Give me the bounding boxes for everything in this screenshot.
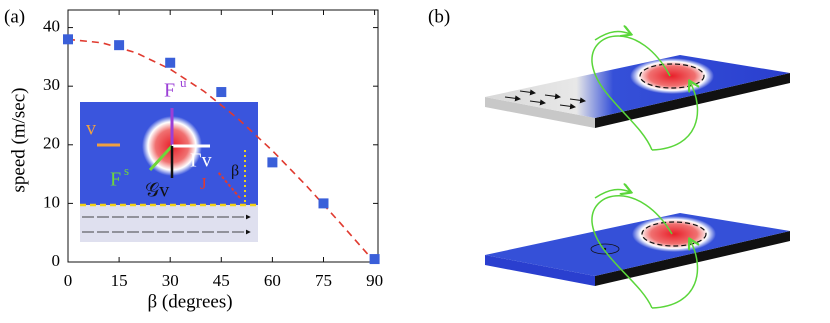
point bbox=[165, 57, 176, 68]
x-tick-label: 0 bbox=[64, 271, 73, 290]
inset-label: u bbox=[180, 75, 187, 90]
plot-frame bbox=[67, 9, 379, 263]
x-axis-label: β (degrees) bbox=[147, 291, 232, 312]
inset-label: F bbox=[164, 80, 175, 102]
y-tick-label: 0 bbox=[52, 251, 61, 270]
point bbox=[318, 198, 329, 209]
panel-label: (a) bbox=[4, 6, 25, 27]
x-tick-label: 15 bbox=[111, 271, 128, 290]
point bbox=[114, 40, 125, 51]
point bbox=[369, 254, 380, 265]
y-axis-label: speed (m/sec) bbox=[8, 88, 29, 193]
x-tick-label: 75 bbox=[315, 271, 332, 290]
inset-label: v bbox=[86, 118, 96, 140]
inset-label: F bbox=[110, 169, 121, 191]
y-tick-label: 10 bbox=[43, 192, 60, 211]
point bbox=[216, 87, 227, 98]
inset-label: Γv bbox=[190, 150, 212, 172]
y-tick-label: 20 bbox=[43, 134, 60, 153]
x-tick-label: 45 bbox=[213, 271, 230, 290]
x-tick-label: 90 bbox=[366, 271, 383, 290]
y-tick-label: 30 bbox=[43, 75, 60, 94]
inset-label: J bbox=[200, 174, 207, 193]
x-tick-label: 30 bbox=[162, 271, 179, 290]
point bbox=[267, 157, 278, 168]
inset-label: s bbox=[124, 163, 129, 178]
point bbox=[63, 34, 73, 45]
inset bbox=[80, 102, 258, 242]
panel-label: (b) bbox=[428, 6, 450, 27]
inset-label: β bbox=[231, 163, 239, 180]
inset-labels: F u v Γv F s 𝒢v J β bbox=[86, 75, 239, 202]
inset-label: 𝒢v bbox=[145, 180, 169, 202]
slab-top bbox=[485, 32, 790, 151]
slab-bottom bbox=[485, 190, 790, 309]
y-tick-label: 40 bbox=[43, 16, 60, 35]
x-tick-label: 60 bbox=[264, 271, 281, 290]
